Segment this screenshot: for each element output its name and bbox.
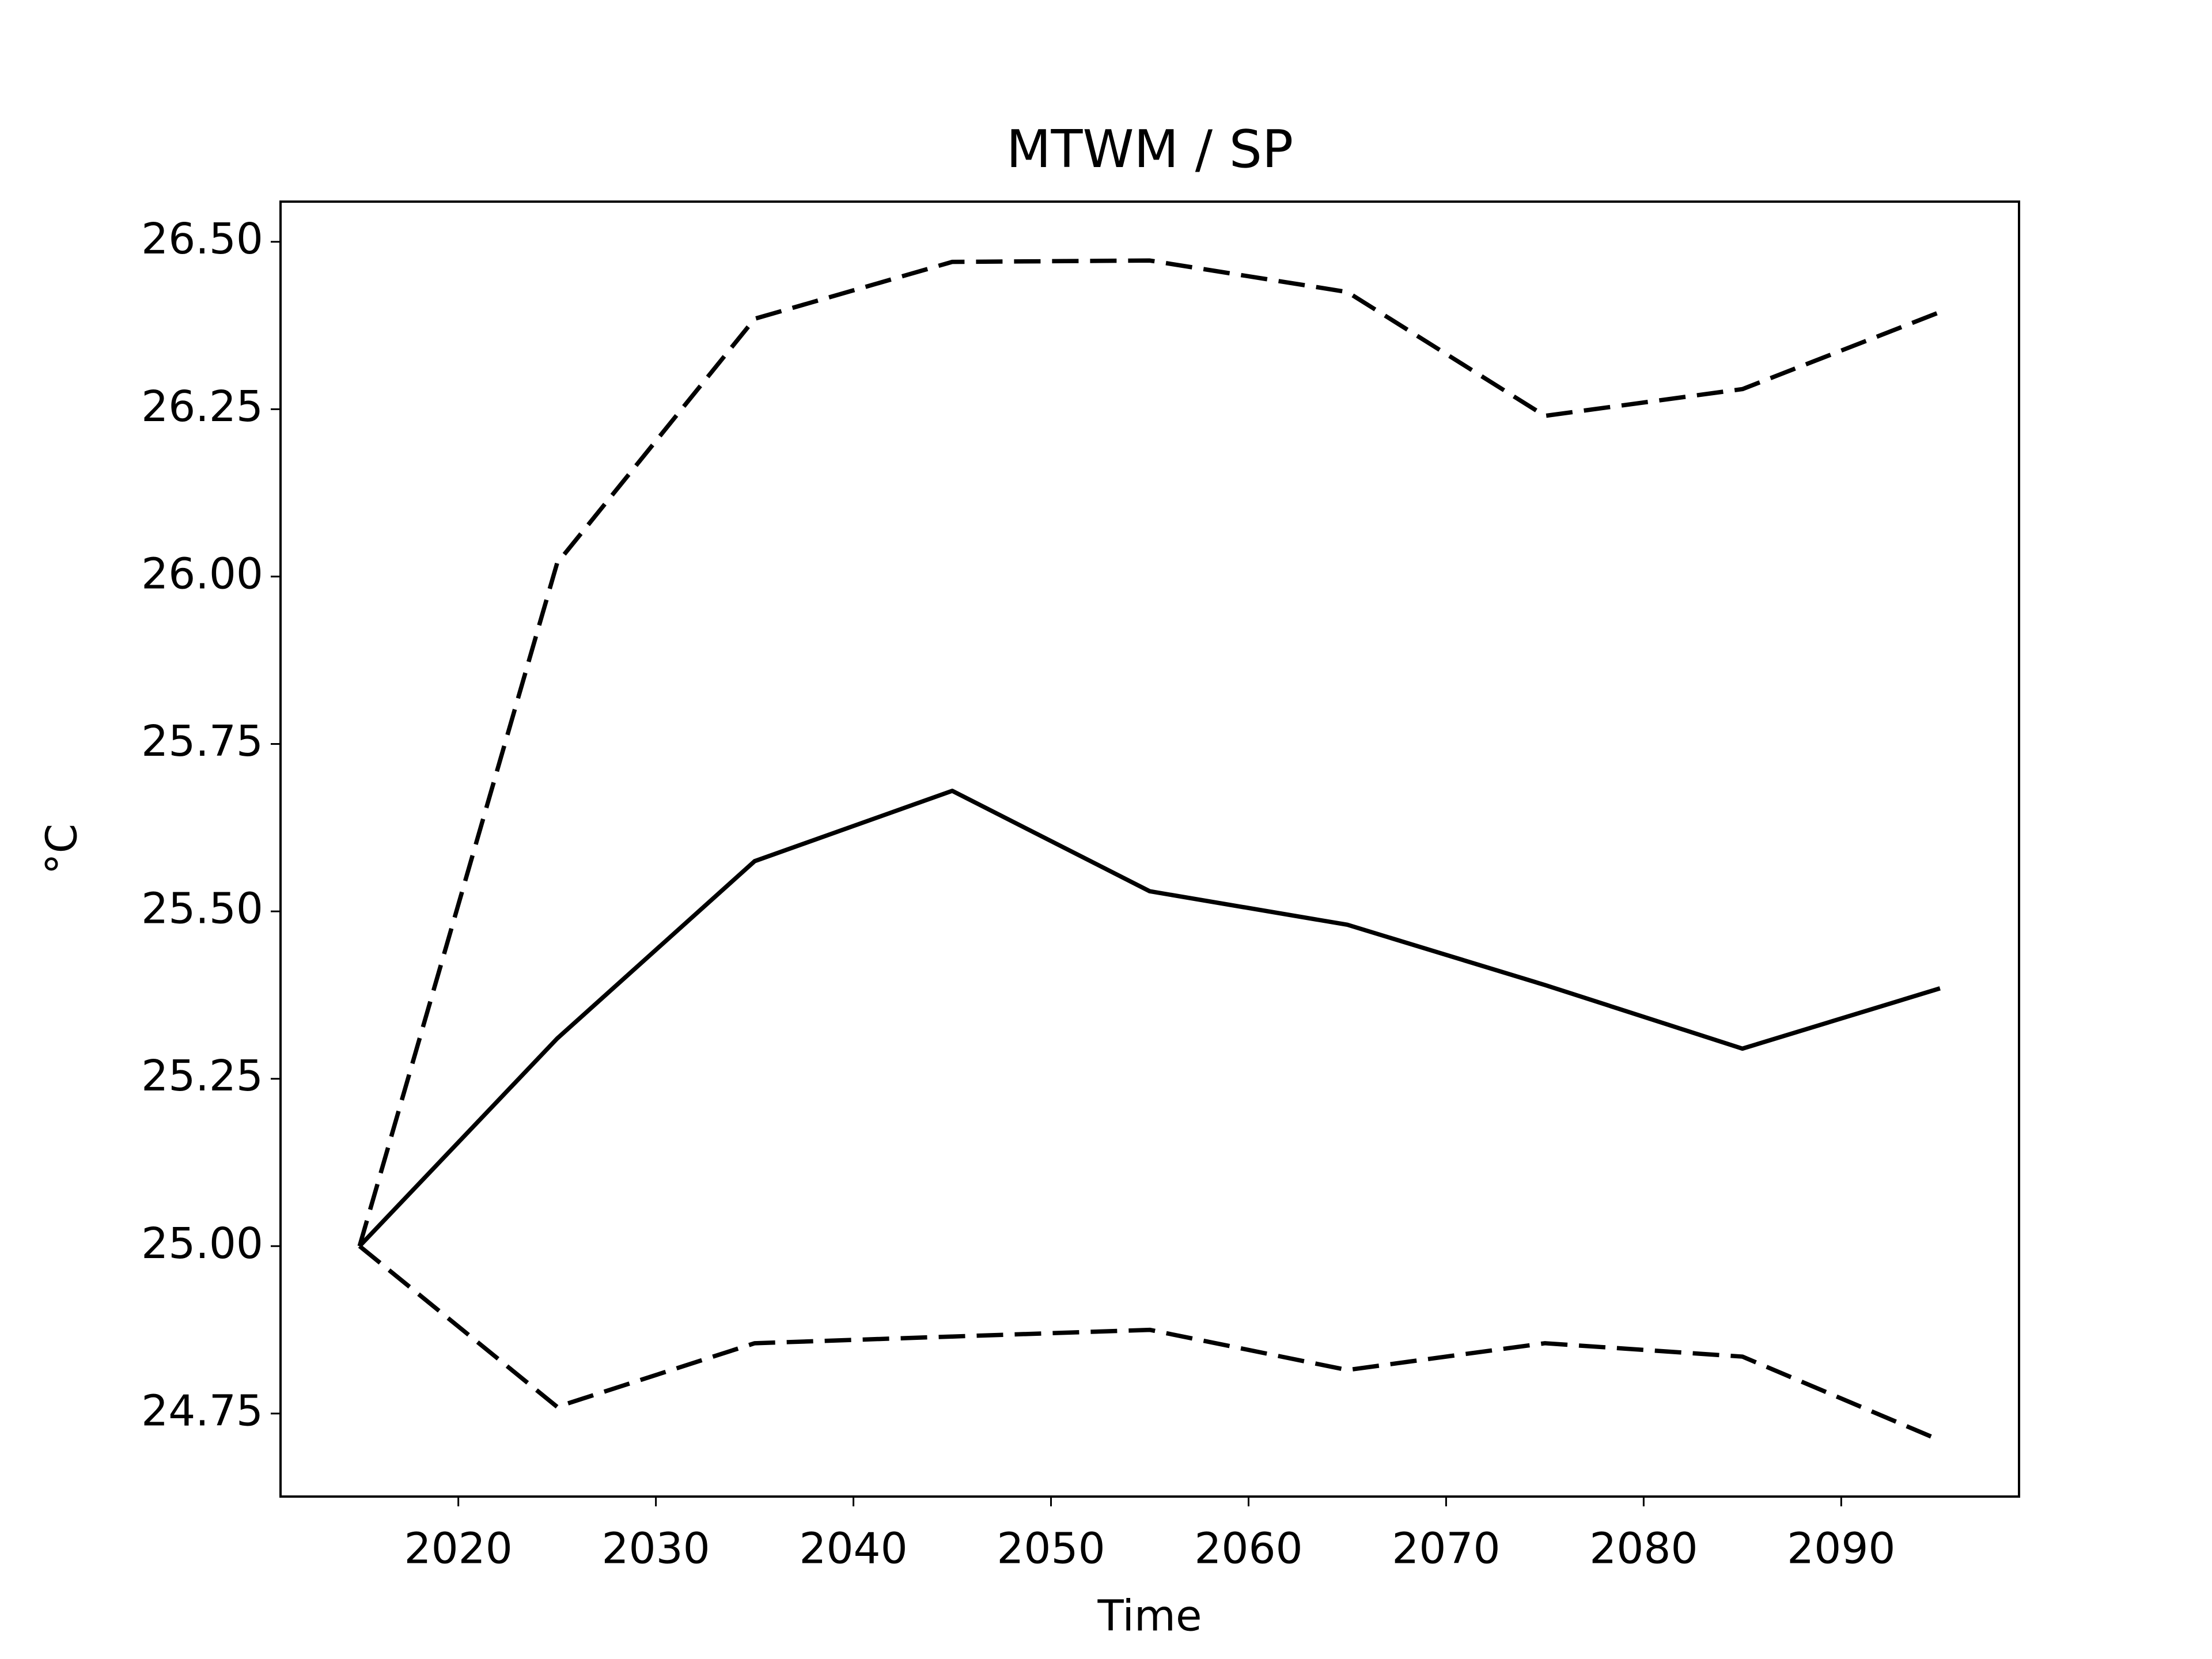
x-tick-label: 2050 <box>997 1524 1105 1574</box>
x-tick-label: 2030 <box>601 1524 710 1574</box>
y-tick-label: 26.25 <box>141 382 263 431</box>
x-tick-label: 2080 <box>1589 1524 1698 1574</box>
x-axis-label: Time <box>1097 1592 1202 1641</box>
x-tick-label: 2090 <box>1787 1524 1895 1574</box>
y-tick-label: 25.00 <box>141 1219 263 1268</box>
y-tick-label: 26.50 <box>141 214 263 264</box>
x-tick-label: 2070 <box>1392 1524 1500 1574</box>
y-tick-label: 26.00 <box>141 549 263 599</box>
chart-title: MTWM / SP <box>1006 119 1293 180</box>
x-tick-label: 2020 <box>404 1524 512 1574</box>
y-tick-label: 25.50 <box>141 884 263 934</box>
plot-frame <box>279 200 2020 1498</box>
x-tick-label: 2040 <box>799 1524 907 1574</box>
y-tick-label: 24.75 <box>141 1386 263 1435</box>
series-line <box>358 789 1941 1248</box>
y-axis-label: °C <box>37 824 87 875</box>
x-tick-label: 2060 <box>1194 1524 1302 1574</box>
series-line <box>358 1244 1941 1442</box>
y-tick-label: 25.25 <box>141 1051 263 1101</box>
series-line <box>357 258 1941 1247</box>
y-tick-label: 25.75 <box>141 717 263 766</box>
